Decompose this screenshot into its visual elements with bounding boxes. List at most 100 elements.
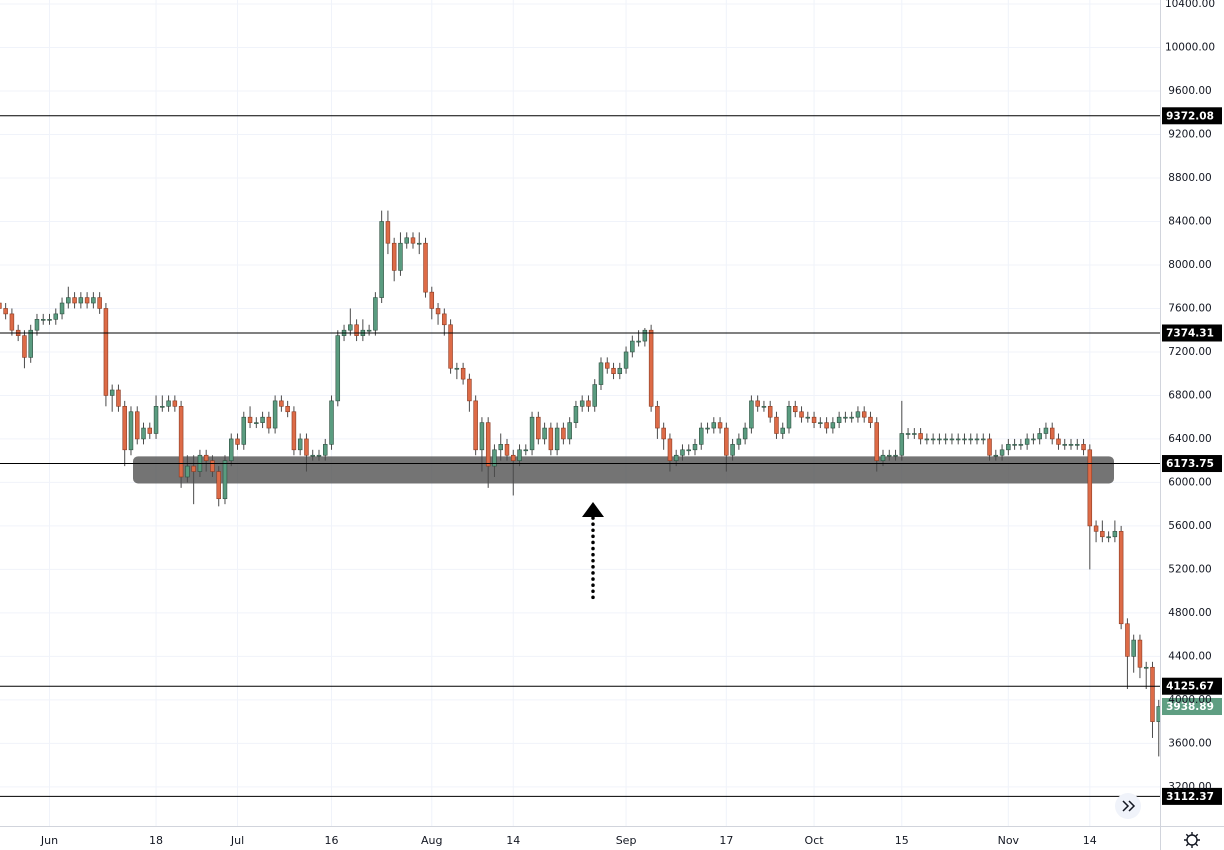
candle-body <box>66 297 71 304</box>
level-tag <box>1162 677 1222 695</box>
y-tick-label: 4800.00 <box>1168 607 1211 619</box>
level-label: 7374.31 <box>1166 327 1214 339</box>
scroll-button[interactable] <box>1115 793 1141 819</box>
candle-body <box>548 427 554 451</box>
candle-body <box>28 329 33 358</box>
candle-body <box>680 449 685 456</box>
candle-body <box>1075 444 1080 446</box>
candle-body <box>1062 444 1067 446</box>
candle-body <box>147 427 153 434</box>
y-tick-label: 6000.00 <box>1168 476 1211 488</box>
candle-body <box>793 406 798 413</box>
candle-body <box>3 308 8 315</box>
candle-body <box>943 438 948 441</box>
level-label: 3112.37 <box>1166 791 1214 803</box>
candle-body <box>247 416 253 423</box>
candle-body <box>554 427 560 451</box>
candle-body <box>705 427 710 430</box>
y-tick-label: 9200.00 <box>1168 128 1211 140</box>
candle-body <box>692 444 698 451</box>
candle-body <box>962 438 967 441</box>
scroll-icon[interactable] <box>1122 800 1136 812</box>
settings-button[interactable] <box>1184 832 1200 848</box>
candle-body <box>1012 444 1017 446</box>
candle-body <box>699 427 704 445</box>
y-tick-label: 6800.00 <box>1168 389 1211 401</box>
level-tag <box>1162 455 1222 473</box>
y-tick-label: 5600.00 <box>1168 520 1211 532</box>
candle-body <box>316 454 322 457</box>
candle-body <box>479 422 485 451</box>
candle-body <box>673 454 679 461</box>
candle-body <box>523 449 529 452</box>
candle-body <box>78 297 84 304</box>
candle-body <box>435 308 441 315</box>
candle-body <box>912 433 917 435</box>
y-tick-label: 7600.00 <box>1168 302 1211 314</box>
candle-body <box>1037 433 1042 440</box>
candle-body <box>1106 536 1111 539</box>
x-tick-label: Nov <box>998 834 1020 847</box>
candle-body <box>285 406 290 413</box>
x-tick-label: Oct <box>805 834 825 847</box>
last-price-tag <box>1162 698 1222 716</box>
candle-body <box>203 454 209 461</box>
candle-body <box>103 308 109 396</box>
y-tick-label: 10000.00 <box>1165 42 1215 54</box>
x-tick-label: Sep <box>616 834 637 847</box>
candle-body <box>924 438 930 441</box>
candle-body <box>1068 444 1074 446</box>
candle-body <box>97 297 102 309</box>
candle-body <box>987 438 992 456</box>
candle-body <box>172 400 178 407</box>
candle-body <box>598 362 604 385</box>
zone-layer <box>133 456 1114 484</box>
level-label: 9372.08 <box>1166 110 1214 122</box>
candle-body <box>511 454 516 461</box>
candle-body <box>216 471 221 500</box>
candle-body <box>717 422 723 429</box>
y-tick-label: 3600.00 <box>1168 737 1211 749</box>
candle-body <box>348 324 353 331</box>
candle-body <box>1018 444 1024 446</box>
candle-body <box>611 367 616 374</box>
up-arrow <box>582 502 604 605</box>
candles <box>0 210 1161 757</box>
candle-body <box>1081 444 1086 451</box>
y-tick-label: 3200.00 <box>1168 781 1211 793</box>
grid <box>0 0 1160 826</box>
candle-body <box>1143 666 1149 669</box>
candle-body <box>843 416 848 419</box>
candle-body <box>1024 438 1030 445</box>
y-tick-label: 4400.00 <box>1168 650 1211 662</box>
candle-body <box>398 242 403 271</box>
candle-body <box>642 329 648 342</box>
candle-body <box>1043 427 1049 434</box>
candle-body <box>981 438 986 441</box>
candle-body <box>874 422 879 461</box>
candle-body <box>310 454 315 457</box>
x-tick-label: 15 <box>895 834 909 847</box>
candle-body <box>492 449 497 467</box>
candle-body <box>135 411 140 440</box>
candle-body <box>786 406 792 429</box>
candle-body <box>304 438 309 456</box>
candle-body <box>417 242 422 245</box>
candle-body <box>573 406 579 423</box>
candle-body <box>235 438 240 445</box>
candle-body <box>160 406 165 408</box>
candle-body <box>893 454 898 457</box>
candle-body <box>442 313 447 326</box>
candle-body <box>711 422 717 429</box>
candle-body <box>485 422 491 467</box>
candle-body <box>887 454 892 457</box>
candle-body <box>34 319 40 331</box>
candle-body <box>868 416 873 423</box>
candle-body <box>391 242 397 271</box>
candle-body <box>366 329 372 332</box>
candle-body <box>567 422 572 440</box>
y-tick-label: 4000.00 <box>1168 694 1211 706</box>
candle-body <box>661 427 666 440</box>
settings-teeth[interactable] <box>1184 832 1200 848</box>
